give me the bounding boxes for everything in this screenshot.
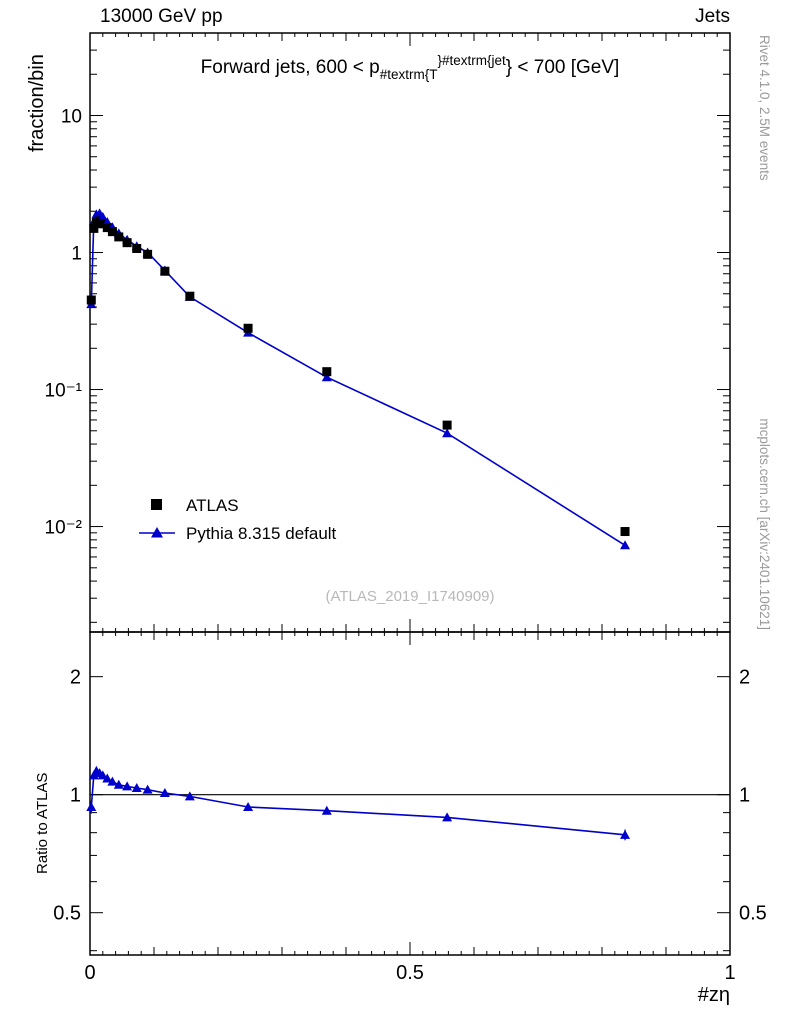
ratio-tick-label-left: 2 bbox=[70, 667, 81, 689]
atlas-marker bbox=[620, 527, 630, 537]
ratio-marker bbox=[184, 791, 195, 801]
ratio-marker bbox=[243, 802, 254, 812]
ratio-marker bbox=[107, 776, 118, 786]
atlas-marker bbox=[185, 291, 195, 301]
x-tick-label: 0 bbox=[84, 962, 95, 984]
ratio-marker bbox=[86, 802, 97, 812]
atlas-marker bbox=[243, 323, 253, 333]
ratio-tick-label-left: 1 bbox=[70, 785, 81, 807]
atlas-marker bbox=[107, 227, 117, 237]
pythia-line bbox=[90, 212, 626, 546]
rivet-version-note: Rivet 4.1.0, 2.5M events bbox=[757, 35, 772, 181]
pythia-marker bbox=[442, 428, 453, 438]
atlas-marker bbox=[160, 266, 170, 276]
ratio-marker bbox=[88, 770, 99, 780]
pythia-marker bbox=[97, 211, 108, 221]
mcplots-arxiv-note: mcplots.cern.ch [arXiv:2401.10621] bbox=[757, 418, 772, 630]
x-tick-label: 1 bbox=[724, 962, 735, 984]
pythia-legend-label: Pythia 8.315 default bbox=[186, 524, 337, 543]
ratio-marker bbox=[321, 805, 332, 815]
y-tick-label: 10⁻¹ bbox=[45, 381, 83, 402]
plot-title: Forward jets, 600 < p#textrm{T}#textrm{j… bbox=[201, 53, 620, 82]
ratio-marker bbox=[442, 812, 453, 822]
y-tick-label: 1 bbox=[71, 244, 82, 265]
ratio-tick-label-right: 0.5 bbox=[739, 903, 767, 925]
pythia-marker bbox=[620, 540, 631, 550]
ratio-marker bbox=[131, 783, 142, 793]
ratio-marker bbox=[620, 829, 631, 839]
atlas-marker bbox=[102, 223, 112, 233]
x-axis-title: #zη bbox=[698, 984, 730, 1006]
ratio-marker bbox=[102, 773, 113, 783]
atlas-marker bbox=[89, 223, 99, 233]
ratio-panel-frame bbox=[89, 631, 731, 956]
y-tick-label: 10 bbox=[61, 106, 82, 127]
y-tick-label: 10⁻² bbox=[45, 518, 83, 539]
atlas-marker bbox=[132, 243, 142, 253]
watermark: (ATLAS_2019_I1740909) bbox=[325, 588, 494, 605]
atlas-marker bbox=[86, 295, 96, 305]
y-axis-title: fraction/bin bbox=[26, 54, 48, 152]
x-tick-label: 0.5 bbox=[396, 962, 424, 984]
ratio-tick-label-right: 2 bbox=[739, 667, 750, 689]
ratio-marker bbox=[142, 784, 153, 794]
pythia-marker bbox=[321, 372, 332, 382]
chart-layer: 0 0.5 1 10 1 10⁻¹ 10⁻² 2 2 1 1 0.5 0.5 bbox=[45, 32, 767, 984]
ratio-marker bbox=[122, 781, 133, 791]
legend: ATLAS Pythia 8.315 default bbox=[139, 496, 337, 543]
atlas-marker bbox=[143, 249, 153, 259]
ratio-tick-label-left: 0.5 bbox=[53, 903, 81, 925]
ratio-line bbox=[90, 769, 626, 836]
atlas-marker bbox=[122, 238, 132, 248]
ratio-marker bbox=[159, 787, 170, 797]
atlas-marker bbox=[322, 367, 332, 377]
ratio-axis-title: Ratio to ATLAS bbox=[34, 773, 51, 874]
atlas-legend-label: ATLAS bbox=[186, 496, 239, 515]
atlas-legend-marker bbox=[151, 499, 162, 510]
atlas-marker bbox=[114, 232, 124, 242]
ratio-tick-label-right: 1 bbox=[739, 785, 750, 807]
beam-energy-label: 13000 GeV pp bbox=[100, 6, 223, 27]
process-label: Jets bbox=[695, 6, 730, 27]
ratio-marker bbox=[113, 779, 124, 789]
atlas-marker bbox=[442, 420, 452, 430]
pythia-legend-marker bbox=[151, 527, 163, 538]
